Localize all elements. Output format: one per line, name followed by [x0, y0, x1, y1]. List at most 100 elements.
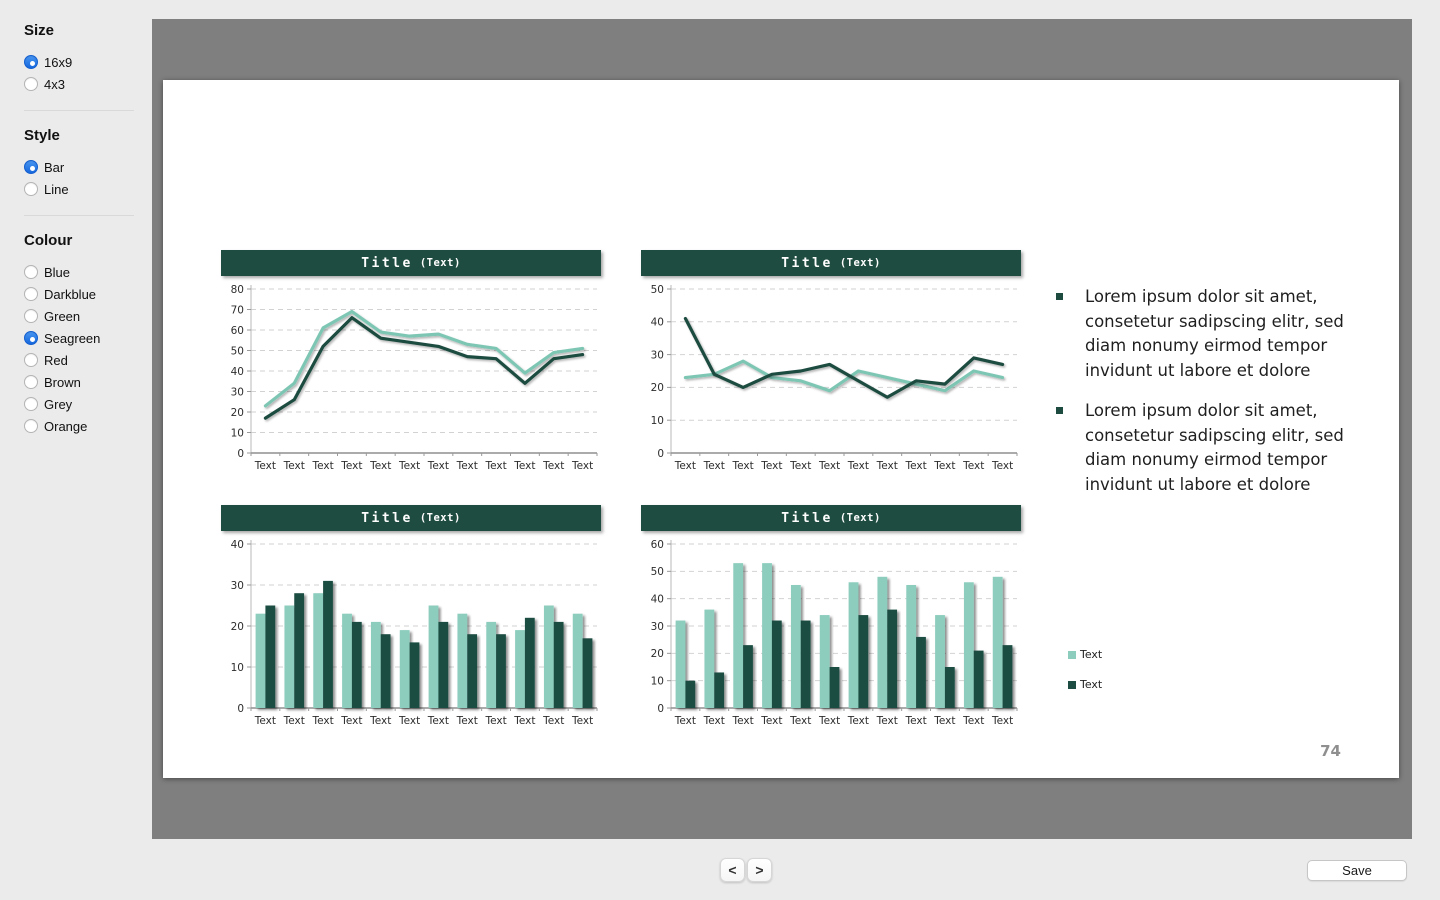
- svg-text:60: 60: [231, 325, 244, 337]
- radio-style-line[interactable]: Line: [24, 178, 142, 200]
- svg-text:10: 10: [651, 675, 664, 687]
- chevron-right-icon: >: [755, 862, 764, 878]
- radio-colour-darkblue[interactable]: Darkblue: [24, 283, 142, 305]
- svg-text:40: 40: [651, 317, 664, 329]
- radio-unselected-icon: [24, 419, 38, 433]
- svg-text:Text: Text: [962, 715, 984, 727]
- svg-text:Text: Text: [340, 715, 362, 727]
- radio-label: 4x3: [44, 76, 65, 92]
- sidebar: Size 16x9 4x3 Style Bar Line Colour Blue Darkblu…: [0, 0, 152, 840]
- svg-text:Text: Text: [513, 715, 535, 727]
- svg-text:Text: Text: [427, 460, 449, 472]
- svg-text:Text: Text: [933, 460, 955, 472]
- radio-unselected-icon: [24, 375, 38, 389]
- svg-text:Text: Text: [311, 460, 333, 472]
- next-button[interactable]: >: [747, 858, 772, 882]
- svg-text:10: 10: [651, 415, 664, 427]
- radio-label: Blue: [44, 264, 71, 280]
- svg-text:Text: Text: [369, 460, 391, 472]
- chart-bottom-right: Title (Text) 0 10 20 30 40 50 60 Text Text Text Te…: [641, 505, 1021, 732]
- divider: [24, 110, 134, 111]
- radio-colour-green[interactable]: Green: [24, 305, 142, 327]
- radio-colour-orange[interactable]: Orange: [24, 415, 142, 437]
- radio-label: 16x9: [44, 54, 73, 70]
- editor-canvas: Title (Text) 0 10 20 30 40 50 60 70 80 Text Text Te…: [152, 19, 1412, 839]
- radio-selected-icon: [24, 331, 38, 345]
- chart-top-right: Title (Text) 0 10 20 30 40 50 Text Text Text Text…: [641, 250, 1021, 477]
- svg-text:Text: Text: [991, 460, 1013, 472]
- bullet-item: Lorem ipsum dolor sit amet, consetetur s…: [1053, 399, 1353, 497]
- chart-top-left: Title (Text) 0 10 20 30 40 50 60 70 80 Text Text Te…: [221, 250, 601, 477]
- svg-text:20: 20: [231, 621, 244, 633]
- svg-text:30: 30: [231, 386, 244, 398]
- radio-colour-brown[interactable]: Brown: [24, 371, 142, 393]
- chart-bottom-left: Title (Text) 0 10 20 30 40 Text Text Text Text Te…: [221, 505, 601, 732]
- svg-text:Text: Text: [456, 460, 478, 472]
- chart-title: Title: [781, 255, 833, 271]
- sidebar-group-style: Style Bar Line: [24, 127, 142, 200]
- svg-text:Text: Text: [789, 715, 811, 727]
- line-chart-svg: 0 10 20 30 40 50 60 70 80 Text Text Text Text Text Tex…: [231, 284, 598, 472]
- legend-item-light: Text: [1068, 648, 1102, 661]
- svg-text:Text: Text: [962, 460, 984, 472]
- chart-title-bar: Title (Text): [641, 250, 1021, 276]
- sidebar-group-size: Size 16x9 4x3: [24, 22, 142, 95]
- radio-size-4x3[interactable]: 4x3: [24, 73, 142, 95]
- radio-unselected-icon: [24, 182, 38, 196]
- radio-colour-blue[interactable]: Blue: [24, 261, 142, 283]
- radio-colour-red[interactable]: Red: [24, 349, 142, 371]
- svg-text:Text: Text: [760, 715, 782, 727]
- radio-selected-icon: [24, 55, 38, 69]
- radio-label: Orange: [44, 418, 88, 434]
- svg-text:Text: Text: [283, 460, 305, 472]
- radio-label: Red: [44, 352, 68, 368]
- svg-text:Text: Text: [703, 460, 725, 472]
- svg-text:Text: Text: [398, 715, 420, 727]
- radio-style-bar[interactable]: Bar: [24, 156, 142, 178]
- legend-swatch-light: [1068, 650, 1076, 659]
- group-heading-style: Style: [24, 127, 60, 144]
- svg-text:50: 50: [651, 284, 664, 296]
- radio-unselected-icon: [24, 265, 38, 279]
- group-heading-size: Size: [24, 22, 55, 39]
- svg-text:Text: Text: [818, 715, 840, 727]
- slide-page-number: 74: [1320, 742, 1341, 760]
- svg-text:60: 60: [651, 539, 664, 551]
- svg-text:Text: Text: [818, 460, 840, 472]
- legend-swatch-dark: [1068, 680, 1076, 689]
- svg-text:10: 10: [231, 427, 244, 439]
- chart-subtitle: (Text): [419, 257, 461, 269]
- bullet-square-icon: [1056, 407, 1063, 414]
- radio-label: Grey: [44, 396, 73, 412]
- save-button[interactable]: Save: [1307, 860, 1407, 881]
- svg-text:Text: Text: [484, 460, 506, 472]
- svg-text:Text: Text: [311, 715, 333, 727]
- chart-legend: Text Text: [1068, 648, 1102, 708]
- svg-text:Text: Text: [254, 715, 276, 727]
- radio-colour-grey[interactable]: Grey: [24, 393, 142, 415]
- sidebar-groups: Size 16x9 4x3 Style Bar Line Colour Blue Darkblu…: [24, 22, 142, 437]
- radio-label: Seagreen: [44, 330, 101, 346]
- svg-text:Text: Text: [904, 715, 926, 727]
- legend-item-dark: Text: [1068, 678, 1102, 691]
- radio-unselected-icon: [24, 77, 38, 91]
- svg-text:30: 30: [231, 580, 244, 592]
- legend-label: Text: [1080, 678, 1103, 691]
- radio-label: Brown: [44, 374, 81, 390]
- radio-size-16x9[interactable]: 16x9: [24, 51, 142, 73]
- svg-text:40: 40: [231, 366, 244, 378]
- svg-text:0: 0: [237, 448, 244, 460]
- svg-text:50: 50: [651, 566, 664, 578]
- svg-text:Text: Text: [254, 460, 276, 472]
- radio-colour-seagreen[interactable]: Seagreen: [24, 327, 142, 349]
- svg-text:20: 20: [651, 648, 664, 660]
- chart-title-bar: Title (Text): [221, 505, 601, 531]
- svg-text:Text: Text: [703, 715, 725, 727]
- prev-button[interactable]: <: [720, 858, 745, 882]
- svg-text:Text: Text: [571, 460, 593, 472]
- svg-text:Text: Text: [789, 460, 811, 472]
- group-heading-colour: Colour: [24, 232, 73, 249]
- svg-text:Text: Text: [847, 460, 869, 472]
- svg-text:80: 80: [231, 284, 244, 296]
